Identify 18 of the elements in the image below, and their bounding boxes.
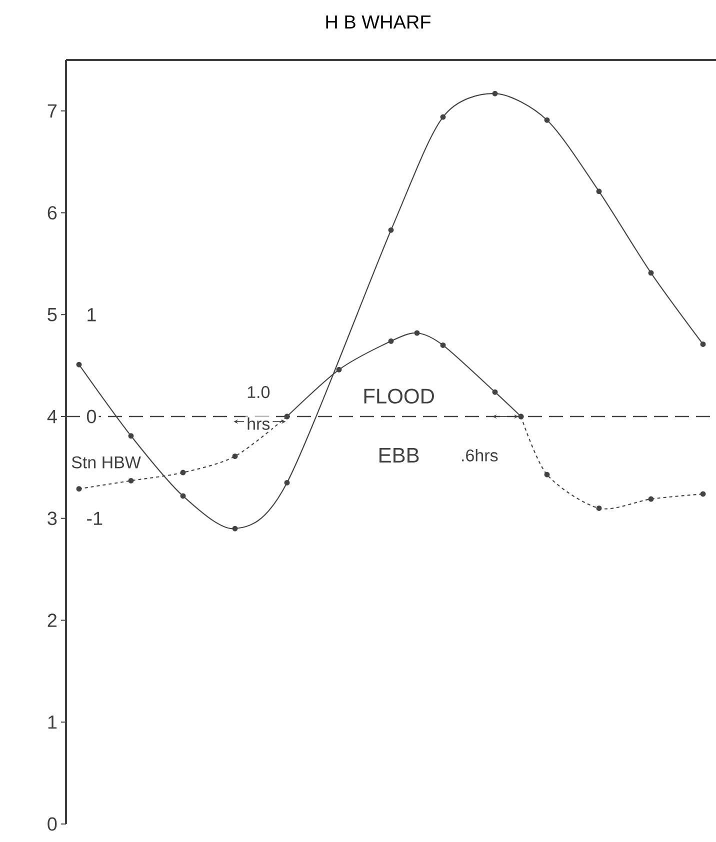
y2-tick-label: 0 — [86, 410, 96, 424]
y-tick-label: 3 — [48, 512, 57, 526]
y2-tick-label: 1 — [88, 308, 96, 322]
y2-tick-label: -1 — [87, 512, 102, 525]
annotation: EBB — [380, 448, 419, 462]
y-tick-label: 6 — [48, 206, 57, 220]
annotation: 1.0 — [248, 386, 270, 398]
annotation: Stn HBW — [72, 456, 141, 468]
y-tick-label: 0 — [48, 817, 57, 831]
y-tick-label: 4 — [47, 410, 57, 424]
y-tick-label: 2 — [48, 614, 57, 627]
annotation: hrs — [248, 417, 270, 430]
annotation: .6hrs — [462, 449, 498, 462]
y-tick-label: 1 — [48, 716, 57, 729]
chart-title: H B WHARF — [326, 15, 431, 29]
y-tick-label: 7 — [48, 104, 57, 118]
y-tick-label: 5 — [48, 308, 57, 322]
annotation: FLOOD — [364, 388, 434, 404]
